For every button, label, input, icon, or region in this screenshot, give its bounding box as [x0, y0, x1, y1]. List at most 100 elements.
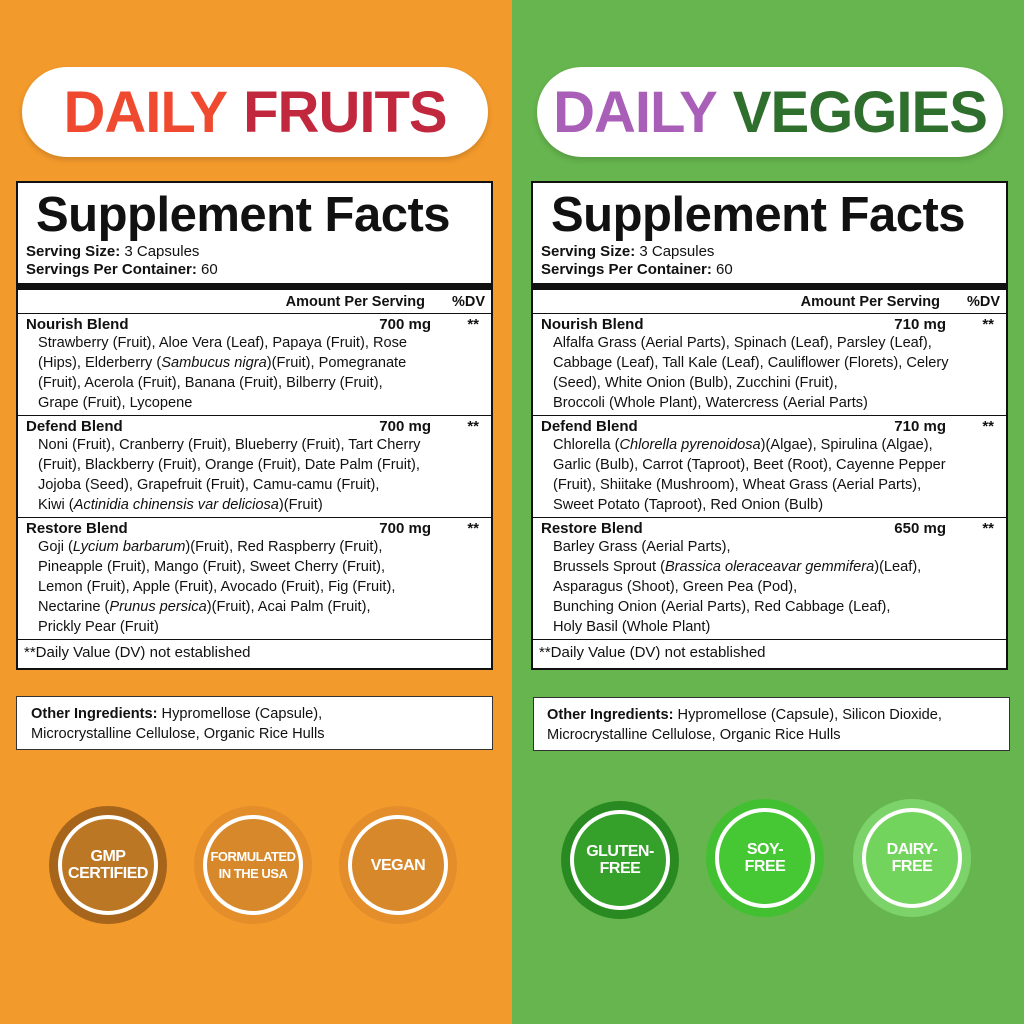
badge-line: SOY-: [746, 841, 784, 858]
badge-text: GMP CERTIFIED: [68, 848, 148, 882]
other-ingredients: Other Ingredients: Hypromellose (Capsule…: [16, 696, 493, 750]
blend-dv: **: [467, 418, 479, 435]
blend-dv: **: [982, 418, 994, 435]
badge-text: GLUTEN- FREE: [586, 843, 654, 877]
badge-text: SOY- FREE: [745, 841, 786, 875]
latin-name: Actinidia chinensis var deliciosa: [73, 497, 279, 513]
other-ingredients-line: Microcrystalline Cellulose, Organic Rice…: [547, 727, 841, 743]
divider-thick: [533, 283, 1006, 290]
title-product: FRUITS: [243, 79, 447, 145]
other-ingredients-label: Other Ingredients:: [547, 707, 674, 723]
serving-size-value: 3 Capsules: [635, 243, 715, 260]
badge-text: DAIRY- FREE: [887, 841, 938, 875]
ingredient-line: Chlorella (Chlorella pyrenoidosa)(Algae)…: [541, 435, 1006, 455]
blend-amount: 700 mg: [379, 316, 431, 333]
ingredient-line: Holy Basil (Whole Plant): [541, 617, 1006, 637]
fruits-panel: DAILY FRUITS Supplement Facts Serving Si…: [0, 0, 512, 1024]
column-header: Amount Per Serving %DV: [533, 290, 1006, 314]
serving-size-label: Serving Size:: [26, 243, 121, 260]
badge-text: FORMULATED IN THE USA: [210, 848, 296, 882]
badge-line: FREE: [891, 858, 933, 875]
badge-line: FREE: [744, 858, 786, 875]
ingredient-text: Noni (Fruit), Cranberry (Fruit), Blueber…: [38, 437, 421, 453]
ingredient-text: (Fruit), Shiitake (Mushroom), Wheat Gras…: [553, 477, 922, 493]
ingredient-line: (Fruit), Acerola (Fruit), Banana (Fruit)…: [26, 373, 491, 393]
badge-line: CERTIFIED: [68, 865, 148, 882]
ingredient-line: Prickly Pear (Fruit): [26, 617, 491, 637]
blend-amount: 700 mg: [379, 520, 431, 537]
badge-line: IN THE USA: [218, 866, 288, 881]
badge-dairyfree: DAIRY- FREE: [853, 799, 971, 917]
ingredient-line: Grape (Fruit), Lycopene: [26, 393, 491, 413]
ingredient-text: Alfalfa Grass (Aerial Parts), Spinach (L…: [553, 335, 932, 351]
ingredient-line: (Hips), Elderberry (Sambucus nigra)(Frui…: [26, 353, 491, 373]
ingredient-line: Cabbage (Leaf), Tall Kale (Leaf), Caulif…: [541, 353, 1006, 373]
badge-line: FORMULATED: [210, 849, 296, 864]
blend-list: Nourish Blend 700 mg ** Strawberry (Fruit),…: [18, 314, 491, 640]
ingredient-line: Strawberry (Fruit), Aloe Vera (Leaf), Pa…: [26, 333, 491, 353]
ingredient-text: (Hips), Elderberry (: [38, 355, 162, 371]
ingredient-line: Barley Grass (Aerial Parts),: [541, 537, 1006, 557]
blend-dv: **: [982, 316, 994, 333]
supplement-facts-panel: Supplement Facts Serving Size: 3 Capsule…: [531, 181, 1008, 670]
ingredient-text: Prickly Pear (Fruit): [38, 619, 159, 635]
ingredient-text: Brussels Sprout (: [553, 559, 665, 575]
blend-header: Restore Blend 650 mg **: [541, 520, 1006, 537]
ingredient-text: Pineapple (Fruit), Mango (Fruit), Sweet …: [38, 559, 386, 575]
badge-line: FREE: [599, 860, 641, 877]
ingredient-line: Garlic (Bulb), Carrot (Taproot), Beet (R…: [541, 455, 1006, 475]
ingredient-text: Cabbage (Leaf), Tall Kale (Leaf), Caulif…: [553, 355, 949, 371]
ingredient-line: Kiwi (Actinidia chinensis var deliciosa)…: [26, 495, 491, 515]
servings-label: Servings Per Container:: [26, 261, 197, 278]
blend-amount: 710 mg: [894, 316, 946, 333]
blend-name: Restore Blend: [26, 520, 128, 537]
blend-header: Restore Blend 700 mg **: [26, 520, 491, 537]
ingredient-text: Kiwi (: [38, 497, 74, 513]
badge-line: DAIRY-: [886, 841, 938, 858]
blend-header: Defend Blend 710 mg **: [541, 418, 1006, 435]
servings-per-container: Servings Per Container: 60: [533, 261, 1006, 279]
ingredient-text: Strawberry (Fruit), Aloe Vera (Leaf), Pa…: [38, 335, 408, 351]
veggies-panel: DAILY VEGGIES Supplement Facts Serving S…: [512, 0, 1024, 1024]
ingredient-text: (Fruit), Blackberry (Fruit), Orange (Fru…: [38, 457, 420, 473]
ingredient-line: Noni (Fruit), Cranberry (Fruit), Blueber…: [26, 435, 491, 455]
facts-title: Supplement Facts: [551, 188, 966, 242]
ingredient-text: Chlorella (: [553, 437, 620, 453]
ingredient-text: Sweet Potato (Taproot), Red Onion (Bulb): [553, 497, 824, 513]
ingredient-text: Asparagus (Shoot), Green Pea (Pod),: [553, 579, 798, 595]
title-daily: DAILY: [63, 79, 228, 145]
servings-value: 60: [196, 261, 218, 278]
blend-nourish-blend: Nourish Blend 700 mg ** Strawberry (Fruit),…: [18, 314, 491, 416]
supplement-facts-panel: Supplement Facts Serving Size: 3 Capsule…: [16, 181, 493, 670]
latin-name: Lycium barbarum: [72, 539, 186, 555]
ingredient-text: (Seed), White Onion (Bulb), Zucchini (Fr…: [553, 375, 838, 391]
badge-gmpcertified: GMP CERTIFIED: [49, 806, 167, 924]
ingredient-text: Nectarine (: [38, 599, 110, 615]
other-ingredients: Other Ingredients: Hypromellose (Capsule…: [533, 697, 1010, 751]
blend-header: Nourish Blend 710 mg **: [541, 316, 1006, 333]
serving-size-value: 3 Capsules: [120, 243, 200, 260]
ingredient-text: Grape (Fruit), Lycopene: [38, 395, 193, 411]
badge-line: GLUTEN-: [586, 843, 654, 860]
title-product: VEGGIES: [732, 79, 988, 145]
ingredient-line: Nectarine (Prunus persica)(Fruit), Acai …: [26, 597, 491, 617]
other-ingredients-line: Hypromellose (Capsule), Silicon Dioxide,: [673, 707, 942, 723]
blend-name: Restore Blend: [541, 520, 643, 537]
badge-line: VEGAN: [370, 856, 426, 874]
blend-amount: 700 mg: [379, 418, 431, 435]
blend-defend-blend: Defend Blend 700 mg ** Noni (Fruit), Cranbe…: [18, 416, 491, 518]
blend-restore-blend: Restore Blend 650 mg ** Barley Grass (Aeria…: [533, 518, 1006, 640]
ingredient-line: Brussels Sprout (Brassica oleraceavar ge…: [541, 557, 1006, 577]
ingredient-text: )(Fruit), Red Raspberry (Fruit),: [185, 539, 383, 555]
blend-amount: 650 mg: [894, 520, 946, 537]
serving-size: Serving Size: 3 Capsules: [18, 243, 491, 261]
footnote: **Daily Value (DV) not established: [24, 644, 251, 661]
column-header: Amount Per Serving %DV: [18, 290, 491, 314]
latin-name: Prunus persica: [109, 599, 207, 615]
badge-ring: FORMULATED IN THE USA: [203, 815, 303, 915]
badge-ring: VEGAN: [348, 815, 448, 915]
facts-title: Supplement Facts: [36, 188, 451, 242]
other-ingredients-line: Hypromellose (Capsule),: [157, 706, 323, 722]
ingredient-text: Jojoba (Seed), Grapefruit (Fruit), Camu-…: [38, 477, 380, 493]
badge-ring: GLUTEN- FREE: [570, 810, 670, 910]
